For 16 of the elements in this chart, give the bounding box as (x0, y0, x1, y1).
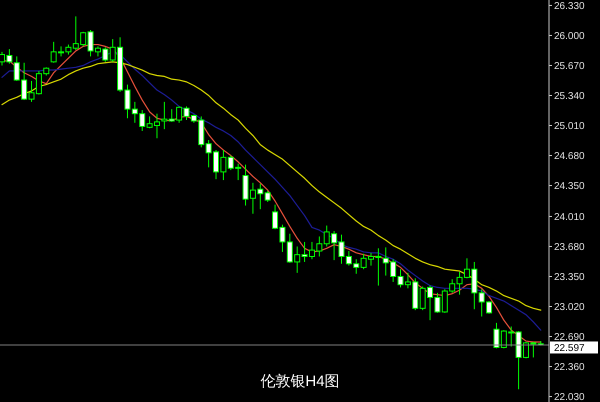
y-tick-label: 23.350 (554, 272, 586, 283)
y-tick-label: 23.680 (554, 242, 586, 253)
y-tick-label: 22.030 (554, 392, 586, 402)
y-tick-label: 22.360 (554, 362, 586, 374)
text: 伦敦银H4图 (260, 373, 340, 390)
y-tick-label: 24.010 (554, 212, 586, 223)
y-tick-label: 23.020 (554, 302, 586, 313)
y-tick-label: 25.340 (554, 91, 586, 102)
y-tick-label: 22.690 (554, 332, 586, 344)
y-tick-label: 25.670 (554, 60, 586, 72)
y-tick-label: 24.350 (554, 181, 586, 192)
y-tick-label: 26.330 (554, 0, 586, 12)
y-tick-label: 26.000 (554, 30, 586, 42)
ref-line-label: 22.597 (554, 342, 586, 354)
y-tick-label: 24.680 (554, 151, 586, 162)
y-tick-label: 25.010 (554, 121, 586, 132)
